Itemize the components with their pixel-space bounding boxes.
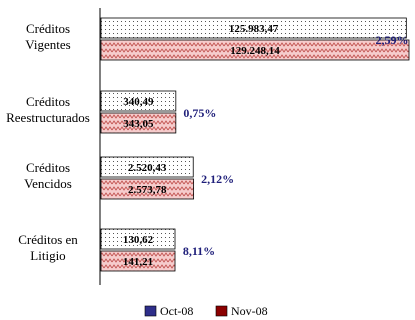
bar-oct-08 xyxy=(100,228,176,250)
legend-label: Nov-08 xyxy=(231,304,268,318)
bar-oct-08 xyxy=(100,17,407,39)
data-label: 2.573,78 xyxy=(128,184,167,196)
legend-swatch xyxy=(144,305,157,317)
legend-swatch xyxy=(215,305,228,317)
category-label: Créditos en Litigio xyxy=(18,232,78,263)
category-label: Créditos Vigentes xyxy=(25,21,70,52)
category-label: Créditos Vencidos xyxy=(24,160,72,191)
bar-oct-08 xyxy=(100,90,177,112)
change-label: 2,59% xyxy=(376,33,409,47)
bar-nov-08 xyxy=(100,250,176,272)
data-label: 2.520,43 xyxy=(128,162,167,174)
category-label: Créditos Reestructurados xyxy=(6,94,90,125)
bar-oct-08 xyxy=(100,156,194,178)
data-label: 130,62 xyxy=(123,234,154,246)
data-label: 129.248,14 xyxy=(230,45,280,57)
data-label: 340,49 xyxy=(123,96,154,108)
bar-nov-08 xyxy=(100,112,177,134)
data-label: 125.983,47 xyxy=(229,23,279,35)
change-label: 8,11% xyxy=(183,244,215,258)
change-label: 0,75% xyxy=(183,106,216,120)
bar-nov-08 xyxy=(100,39,410,61)
bar-nov-08 xyxy=(100,178,195,200)
data-label: 141,21 xyxy=(123,256,153,268)
data-label: 343,05 xyxy=(123,118,154,130)
change-label: 2,12% xyxy=(201,172,234,186)
legend-label: Oct-08 xyxy=(160,304,193,318)
